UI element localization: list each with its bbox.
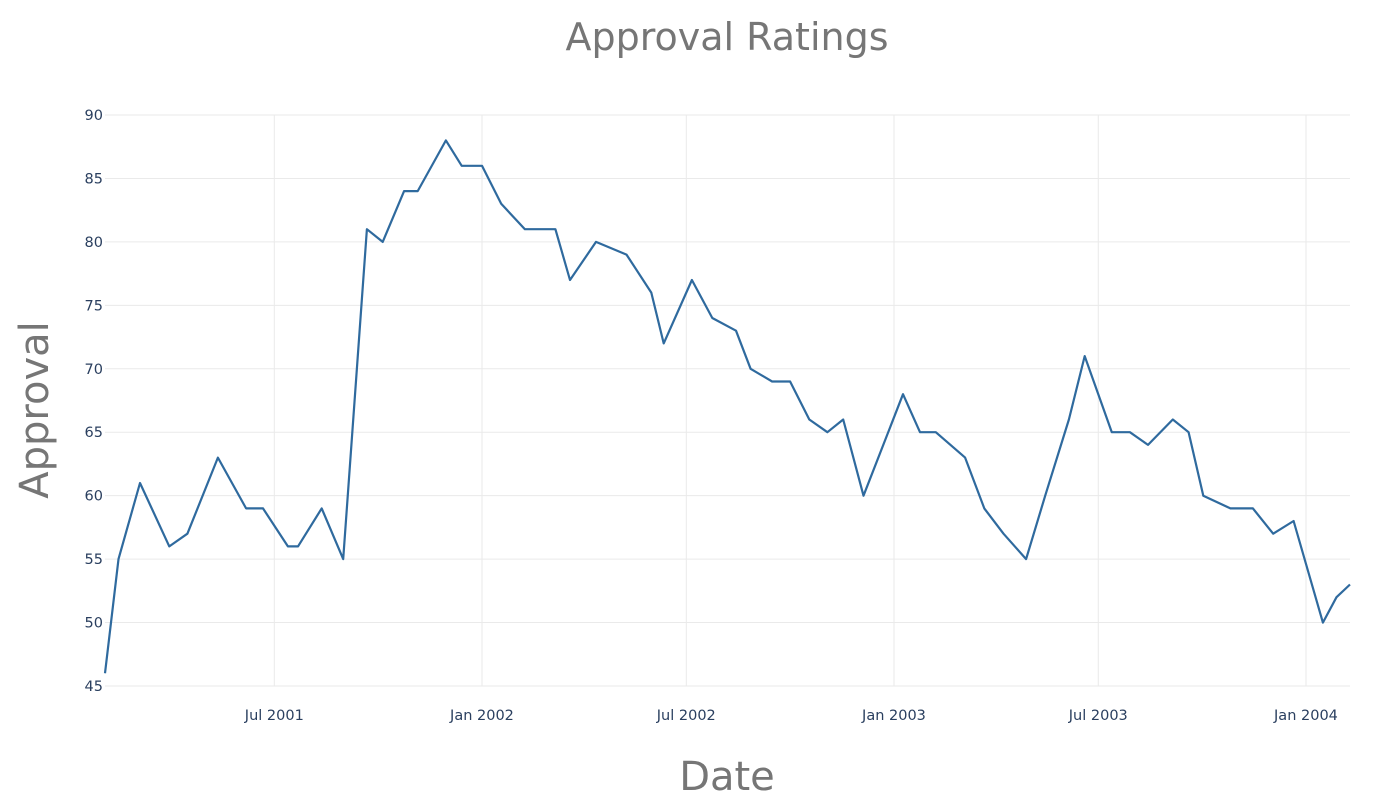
y-axis-ticks: 45 50 55 60 65 70 75 80 85 90 [85,108,103,695]
x-tick-label: Jan 2003 [861,708,926,724]
chart-title: Approval Ratings [566,15,889,59]
gridlines [105,114,1350,687]
y-axis-title: Approval [12,321,58,498]
y-tick-label: 90 [85,108,103,124]
y-tick-label: 55 [85,552,103,568]
y-tick-label: 50 [85,616,103,632]
y-tick-label: 85 [85,171,103,187]
approval-line [103,139,1351,674]
x-axis-title: Date [679,754,775,800]
x-tick-label: Jan 2004 [1273,708,1338,724]
y-tick-label: 75 [85,298,103,314]
y-tick-label: 60 [85,489,103,505]
x-tick-label: Jul 2001 [244,708,304,724]
x-axis-ticks: Jul 2001 Jan 2002 Jul 2002 Jan 2003 Jul 2003… [244,708,1338,724]
y-tick-label: 45 [85,679,103,695]
y-tick-label: 80 [85,235,103,251]
x-tick-label: Jul 2003 [1068,708,1128,724]
x-tick-label: Jul 2002 [656,708,716,724]
x-tick-label: Jan 2002 [449,708,514,724]
y-tick-label: 70 [85,362,103,378]
y-tick-label: 65 [85,425,103,441]
